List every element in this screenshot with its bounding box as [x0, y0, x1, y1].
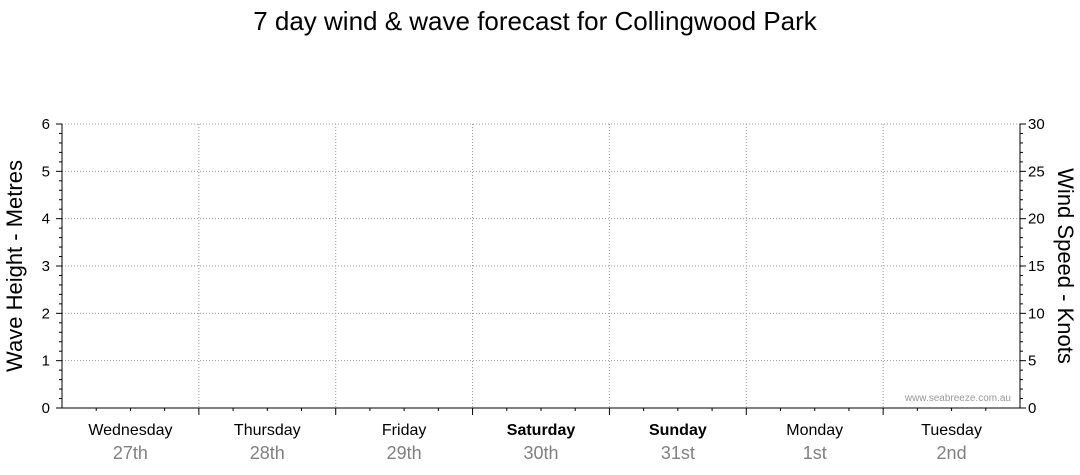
left-axis-ticks: 0 1 2 3 4 5 6	[42, 116, 62, 417]
right-axis-ticks: 0 5 10 15 20 25 30	[1020, 116, 1045, 417]
left-tick-label: 4	[42, 211, 50, 228]
left-tick-label: 2	[42, 305, 50, 322]
right-tick-label: 5	[1028, 353, 1036, 370]
day-date-label: 2nd	[937, 443, 967, 463]
left-tick-label: 1	[42, 353, 50, 370]
grid-lines	[62, 123, 1020, 408]
right-axis-title: Wind Speed - Knots	[1053, 168, 1078, 364]
day-name-label: Friday	[382, 422, 426, 439]
day-name-label: Thursday	[234, 422, 301, 439]
left-tick-label: 0	[42, 400, 50, 417]
right-tick-label: 0	[1028, 400, 1036, 417]
left-tick-label: 6	[42, 116, 50, 133]
day-name-label: Wednesday	[88, 422, 172, 439]
left-axis-title: Wave Height - Metres	[2, 160, 27, 372]
day-date-label: 30th	[523, 443, 558, 463]
day-date-label: 28th	[250, 443, 285, 463]
left-tick-label: 5	[42, 163, 50, 180]
chart-title: 7 day wind & wave forecast for Collingwo…	[253, 6, 818, 36]
day-name-label: Sunday	[649, 422, 707, 439]
day-date-label: 29th	[387, 443, 422, 463]
day-date-label: 27th	[113, 443, 148, 463]
right-tick-label: 20	[1028, 211, 1045, 228]
right-tick-label: 25	[1028, 163, 1045, 180]
right-tick-label: 30	[1028, 116, 1045, 133]
day-labels: Wednesday 27th Thursday 28th Friday 29th Satur…	[88, 422, 982, 463]
left-tick-label: 3	[42, 258, 50, 275]
day-name-label: Saturday	[507, 422, 576, 439]
right-tick-label: 15	[1028, 258, 1045, 275]
day-date-label: 31st	[661, 443, 695, 463]
watermark-text: www.seabreeze.com.au	[904, 393, 1011, 404]
day-name-label: Monday	[786, 422, 843, 439]
axes	[61, 124, 1021, 415]
day-name-label: Tuesday	[921, 422, 982, 439]
day-date-label: 1st	[803, 443, 827, 463]
right-tick-label: 10	[1028, 305, 1045, 322]
